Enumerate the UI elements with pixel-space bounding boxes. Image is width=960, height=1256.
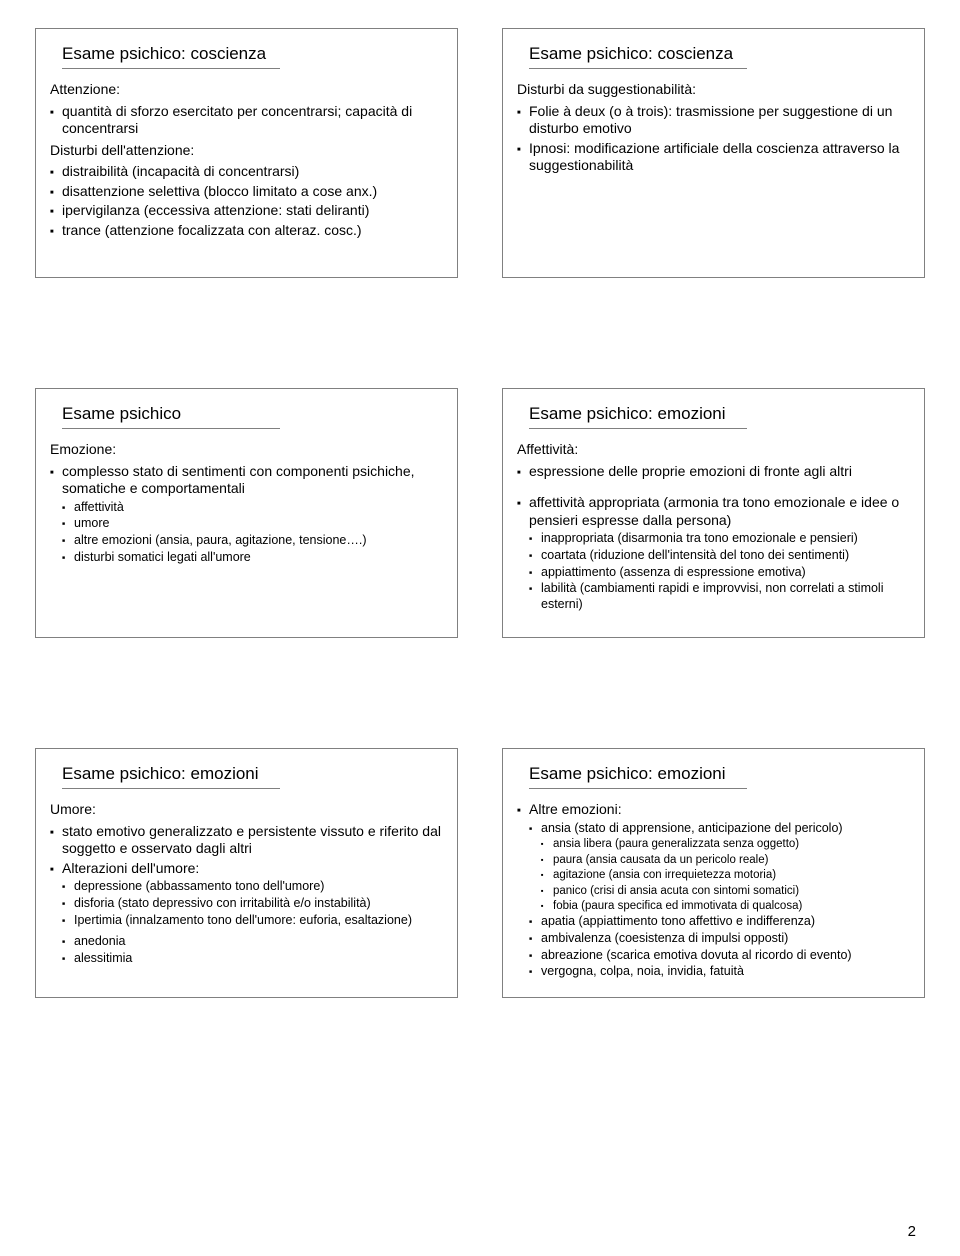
list-item: affettività: [48, 500, 445, 516]
list-item: disturbi somatici legati all'umore: [48, 550, 445, 566]
bullet-subsublist: ansia libera (paura generalizzata senza …: [515, 837, 912, 913]
list-item: alessitimia: [48, 951, 445, 967]
list-item: fobia (paura specifica ed immotivata di …: [515, 899, 912, 913]
subheading: Affettività:: [517, 441, 912, 459]
list-item: ansia (stato di apprensione, anticipazio…: [515, 821, 912, 837]
slide-card: Esame psichico Emozione: complesso stato…: [35, 388, 458, 638]
list-item: espressione delle proprie emozioni di fr…: [515, 463, 912, 481]
list-item: coartata (riduzione dell'intensità del t…: [515, 548, 912, 564]
slide-card: Esame psichico: coscienza Disturbi da su…: [502, 28, 925, 278]
title-rule: [529, 68, 747, 69]
subheading: Disturbi da suggestionabilità:: [517, 81, 912, 99]
title-rule: [62, 788, 280, 789]
list-item: altre emozioni (ansia, paura, agitazione…: [48, 533, 445, 549]
list-item: Alterazioni dell'umore:: [48, 860, 445, 878]
list-item: Folie à deux (o à trois): trasmissione p…: [515, 103, 912, 138]
slide-card: Esame psichico: emozioni Altre emozioni:…: [502, 748, 925, 998]
list-item: labilità (cambiamenti rapidi e improvvis…: [515, 581, 912, 612]
list-item: quantità di sforzo esercitato per concen…: [48, 103, 445, 138]
list-item: paura (ansia causata da un pericolo real…: [515, 853, 912, 867]
list-item: abreazione (scarica emotiva dovuta al ri…: [515, 948, 912, 964]
bullet-sublist: depressione (abbassamento tono dell'umor…: [48, 879, 445, 928]
bullet-list: affettività appropriata (armonia tra ton…: [515, 494, 912, 529]
slide-grid: Esame psichico: coscienza Attenzione: qu…: [35, 28, 925, 998]
list-item: Ipertimia (innalzamento tono dell'umore:…: [48, 913, 445, 929]
list-item: agitazione (ansia con irrequietezza moto…: [515, 868, 912, 882]
slide-title: Esame psichico: coscienza: [62, 43, 445, 64]
list-item: Ipnosi: modificazione artificiale della …: [515, 140, 912, 175]
list-item: disforia (stato depressivo con irritabil…: [48, 896, 445, 912]
subheading: Attenzione:: [50, 81, 445, 99]
list-item: complesso stato di sentimenti con compon…: [48, 463, 445, 498]
bullet-sublist: anedonia alessitimia: [48, 934, 445, 966]
list-item: affettività appropriata (armonia tra ton…: [515, 494, 912, 529]
list-item: ambivalenza (coesistenza di impulsi oppo…: [515, 931, 912, 947]
slide-title: Esame psichico: coscienza: [529, 43, 912, 64]
list-item: distraibilità (incapacità di concentrars…: [48, 163, 445, 181]
title-rule: [62, 68, 280, 69]
bullet-list: complesso stato di sentimenti con compon…: [48, 463, 445, 498]
slide-card: Esame psichico: emozioni Umore: stato em…: [35, 748, 458, 998]
list-item: depressione (abbassamento tono dell'umor…: [48, 879, 445, 895]
slide-title: Esame psichico: emozioni: [529, 403, 912, 424]
list-item: appiattimento (assenza di espressione em…: [515, 565, 912, 581]
subheading: Emozione:: [50, 441, 445, 459]
list-item: inappropriata (disarmonia tra tono emozi…: [515, 531, 912, 547]
title-rule: [62, 428, 280, 429]
bullet-sublist: affettività umore altre emozioni (ansia,…: [48, 500, 445, 566]
bullet-list: Altre emozioni:: [515, 801, 912, 819]
bullet-list: Folie à deux (o à trois): trasmissione p…: [515, 103, 912, 175]
list-item: ipervigilanza (eccessiva attenzione: sta…: [48, 202, 445, 220]
slide-title: Esame psichico: [62, 403, 445, 424]
slide-card: Esame psichico: emozioni Affettività: es…: [502, 388, 925, 638]
list-item: panico (crisi di ansia acuta con sintomi…: [515, 884, 912, 898]
list-item: Altre emozioni:: [515, 801, 912, 819]
list-item: apatia (appiattimento tono affettivo e i…: [515, 914, 912, 930]
list-item: umore: [48, 516, 445, 532]
title-rule: [529, 788, 747, 789]
slide-card: Esame psichico: coscienza Attenzione: qu…: [35, 28, 458, 278]
bullet-list: distraibilità (incapacità di concentrars…: [48, 163, 445, 239]
bullet-list: quantità di sforzo esercitato per concen…: [48, 103, 445, 138]
bullet-sublist: inappropriata (disarmonia tra tono emozi…: [515, 531, 912, 612]
bullet-list: espressione delle proprie emozioni di fr…: [515, 463, 912, 481]
slide-title: Esame psichico: emozioni: [62, 763, 445, 784]
list-item: trance (attenzione focalizzata con alter…: [48, 222, 445, 240]
list-item: stato emotivo generalizzato e persistent…: [48, 823, 445, 858]
bullet-list: stato emotivo generalizzato e persistent…: [48, 823, 445, 878]
title-rule: [529, 428, 747, 429]
list-item: disattenzione selettiva (blocco limitato…: [48, 183, 445, 201]
list-item: vergogna, colpa, noia, invidia, fatuità: [515, 964, 912, 980]
list-item: anedonia: [48, 934, 445, 950]
spacer: [515, 482, 912, 492]
page-number: 2: [908, 1223, 916, 1240]
subheading: Umore:: [50, 801, 445, 819]
bullet-sublist: apatia (appiattimento tono affettivo e i…: [515, 914, 912, 980]
list-item: ansia libera (paura generalizzata senza …: [515, 837, 912, 851]
bullet-sublist: ansia (stato di apprensione, anticipazio…: [515, 821, 912, 837]
subheading: Disturbi dell'attenzione:: [50, 142, 445, 160]
slide-title: Esame psichico: emozioni: [529, 763, 912, 784]
